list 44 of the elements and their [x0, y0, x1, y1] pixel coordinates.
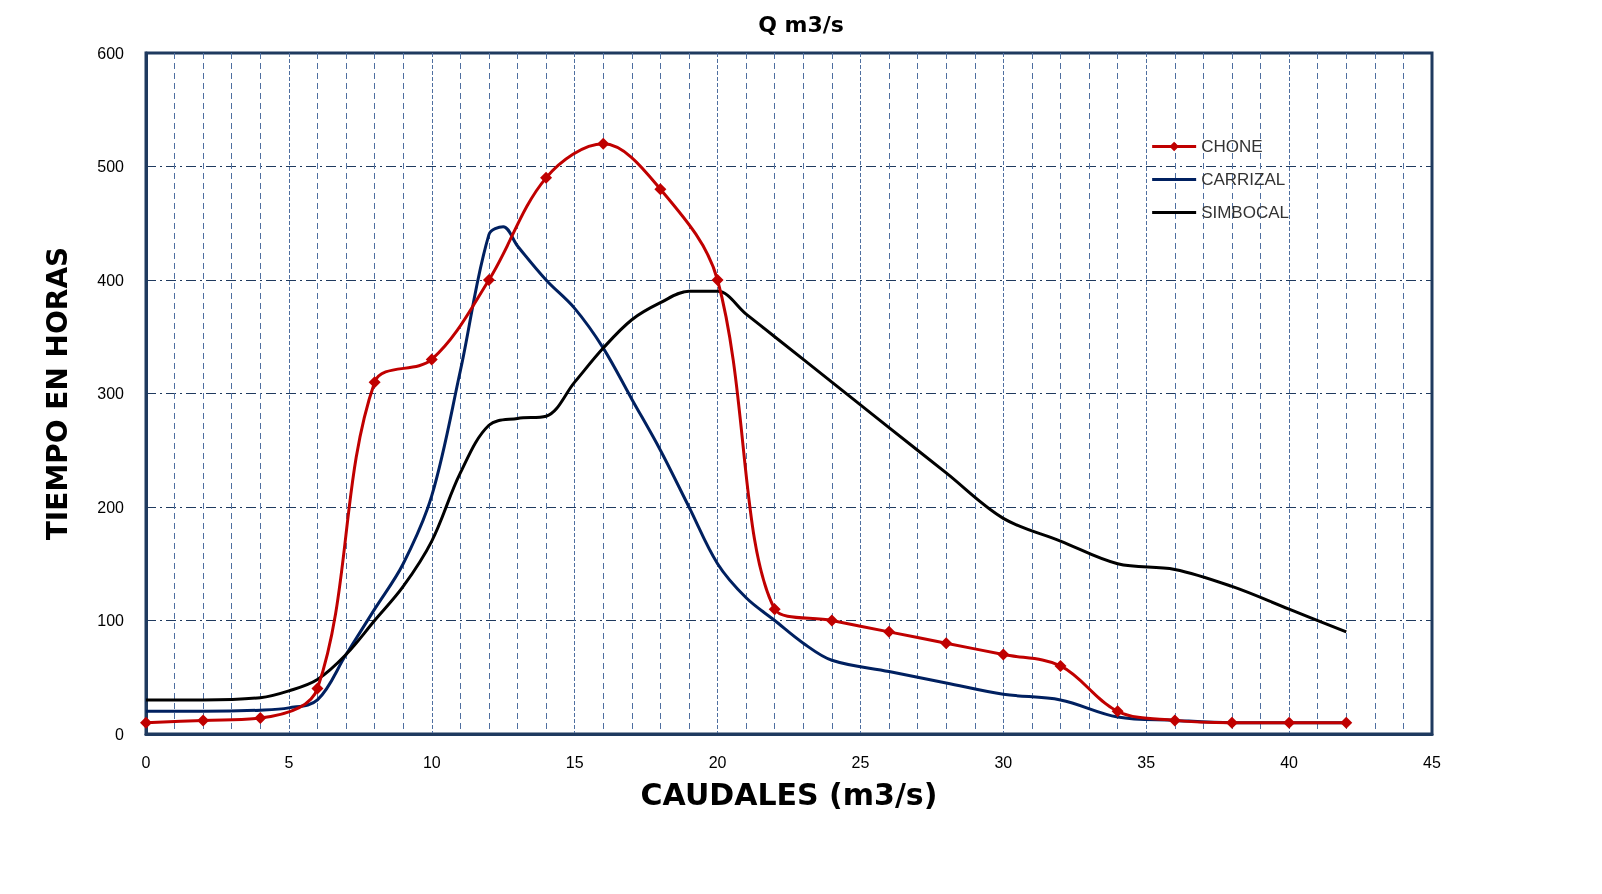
point — [140, 716, 152, 729]
x-tick-label: 0 — [141, 753, 151, 771]
point — [197, 714, 210, 727]
y-tick-label: 100 — [97, 612, 125, 629]
point — [883, 625, 896, 638]
x-tick-label: 15 — [565, 753, 584, 771]
point — [254, 712, 267, 725]
x-tick-label: 25 — [851, 753, 870, 771]
x-tick-label: 5 — [284, 753, 294, 771]
x-tick-label: 35 — [1137, 753, 1156, 771]
y-tick-label: 300 — [97, 385, 125, 402]
y-tick-label: 400 — [97, 271, 125, 289]
x-tick-label: 30 — [994, 753, 1013, 771]
x-tick-label: 10 — [422, 753, 441, 771]
point — [482, 274, 495, 286]
point — [768, 603, 781, 616]
legend-label: SIMBOCAL — [1201, 203, 1289, 222]
chart-title: Q m3/s — [758, 11, 844, 37]
line-series — [144, 289, 1348, 702]
point — [311, 682, 324, 695]
point — [425, 353, 438, 366]
point — [997, 648, 1010, 661]
point — [368, 376, 381, 389]
legend-label: CARRIZAL — [1201, 170, 1286, 189]
y-tick-label: 0 — [115, 725, 125, 743]
y-tick-label: 500 — [97, 158, 125, 175]
point — [540, 171, 553, 184]
y-axis-title: TIEMPO EN HORAS — [40, 246, 74, 541]
x-tick-label: 45 — [1423, 753, 1441, 771]
point — [940, 637, 953, 650]
point — [654, 183, 667, 196]
x-tick-label: 20 — [708, 753, 727, 771]
point — [597, 137, 610, 150]
point — [1111, 705, 1124, 718]
point — [1168, 714, 1181, 727]
x-axis-title: CAUDALES (m3/s) — [640, 776, 938, 812]
legend-label: CHONE — [1201, 137, 1263, 156]
point — [825, 614, 838, 627]
y-tick-label: 600 — [97, 44, 125, 62]
y-tick-label: 200 — [97, 498, 125, 516]
point — [1340, 716, 1353, 729]
point — [711, 274, 724, 286]
x-tick-label: 40 — [1280, 753, 1299, 771]
point — [1054, 659, 1067, 672]
